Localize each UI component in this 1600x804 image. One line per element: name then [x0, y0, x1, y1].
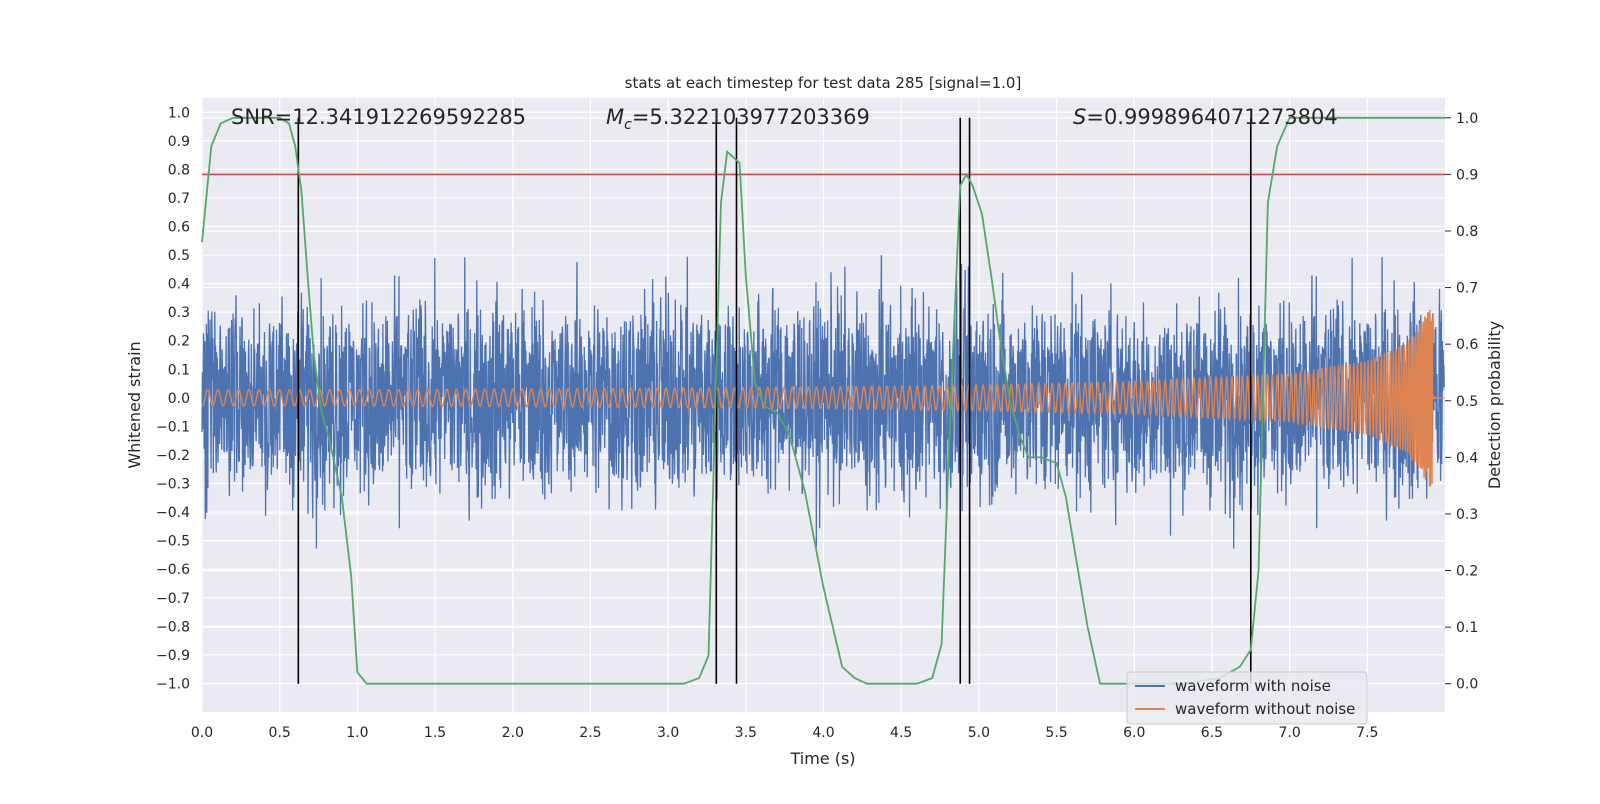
- y2-tick-label: 0.8: [1456, 224, 1478, 240]
- s-symbol: S: [1073, 105, 1086, 129]
- y2-tick-label: 0.1: [1456, 620, 1478, 636]
- chirp-mass-annotation: Mc=5.322103977203369: [606, 105, 870, 133]
- x-tick-label: 2.0: [502, 725, 524, 741]
- y2-axis-label: Detection probability: [1485, 321, 1504, 489]
- y2-tick-label: 0.2: [1456, 564, 1478, 580]
- x-tick-label: 5.0: [968, 725, 990, 741]
- tick-labels: 0.0 0.5 1.0 1.5 2.0 2.5 3.0 3.5 4.0 4.5 5.0 5.5 6.0 6…: [156, 105, 1478, 741]
- y2-tick-label: 0.4: [1456, 450, 1478, 466]
- y-tick-label: 0.6: [168, 220, 190, 236]
- x-tick-label: 3.5: [735, 725, 757, 741]
- y-tick-label: −0.8: [156, 619, 190, 635]
- s-value: =0.9998964071273804: [1086, 105, 1337, 129]
- legend: waveform with noise waveform without noi…: [1126, 671, 1368, 725]
- y-tick-label: −0.7: [156, 591, 190, 607]
- y-tick-label: −0.5: [156, 534, 190, 550]
- y2-tick-label: 0.9: [1456, 167, 1478, 183]
- legend-label-noisy: waveform with noise: [1175, 677, 1331, 695]
- x-tick-label: 2.5: [579, 725, 601, 741]
- y2-tick-label: 0.5: [1456, 394, 1478, 410]
- y-tick-label: 0.7: [168, 191, 190, 207]
- y2-tick-label: 1.0: [1456, 111, 1478, 127]
- x-tick-label: 7.0: [1278, 725, 1300, 741]
- detection-probability-line: [201, 116, 1445, 685]
- y-tick-label: −0.1: [156, 419, 190, 435]
- x-tick-label: 6.5: [1201, 725, 1223, 741]
- y-tick-label: −1.0: [156, 676, 190, 692]
- y-tick-label: 0.0: [168, 391, 190, 407]
- y-tick-label: −0.4: [156, 505, 190, 521]
- snr-annotation: SNR=12.341912269592285: [231, 105, 526, 129]
- chirp-mass-symbol: M: [606, 105, 624, 129]
- y-tick-label: −0.3: [156, 477, 190, 493]
- y-tick-label: 0.3: [168, 305, 190, 321]
- y-tick-label: −0.6: [156, 562, 190, 578]
- x-tick-label: 1.0: [346, 725, 368, 741]
- y-tick-label: 0.8: [168, 162, 190, 178]
- y-tick-label: 0.9: [168, 134, 190, 150]
- legend-label-clean: waveform without noise: [1175, 700, 1355, 718]
- y-tick-label: 0.1: [168, 362, 190, 378]
- clean-waveform-line: [201, 309, 1445, 487]
- x-tick-label: 7.5: [1356, 725, 1378, 741]
- x-tick-label: 3.0: [657, 725, 679, 741]
- chart-title: stats at each timestep for test data 285…: [625, 74, 1022, 92]
- y-tick-label: 0.2: [168, 334, 190, 350]
- chirp-mass-value: =5.322103977203369: [632, 105, 870, 129]
- chirp-mass-subscript: c: [624, 117, 632, 133]
- x-tick-label: 0.0: [191, 725, 213, 741]
- y-tick-label: 0.4: [168, 277, 190, 293]
- x-tick-label: 5.5: [1045, 725, 1067, 741]
- s-annotation: S=0.9998964071273804: [1073, 105, 1338, 129]
- y2-tick-label: 0.0: [1456, 677, 1478, 693]
- overlay-layer: [201, 116, 1445, 685]
- x-tick-label: 0.5: [269, 725, 291, 741]
- legend-box: [1126, 671, 1368, 725]
- y-axis-label: Whitened strain: [125, 341, 144, 468]
- y2-tick-label: 0.3: [1456, 507, 1478, 523]
- y-tick-label: 0.5: [168, 248, 190, 264]
- y-tick-label: 1.0: [168, 105, 190, 121]
- y2-tick-label: 0.7: [1456, 281, 1478, 297]
- clean-waveform-layer: [201, 309, 1445, 487]
- y-tick-label: −0.2: [156, 448, 190, 464]
- y2-tick-label: 0.6: [1456, 337, 1478, 353]
- x-axis-label: Time (s): [789, 749, 855, 768]
- x-tick-label: 4.0: [812, 725, 834, 741]
- y-tick-label: −0.9: [156, 648, 190, 664]
- x-tick-label: 4.5: [890, 725, 912, 741]
- x-tick-label: 1.5: [424, 725, 446, 741]
- x-tick-label: 6.0: [1123, 725, 1145, 741]
